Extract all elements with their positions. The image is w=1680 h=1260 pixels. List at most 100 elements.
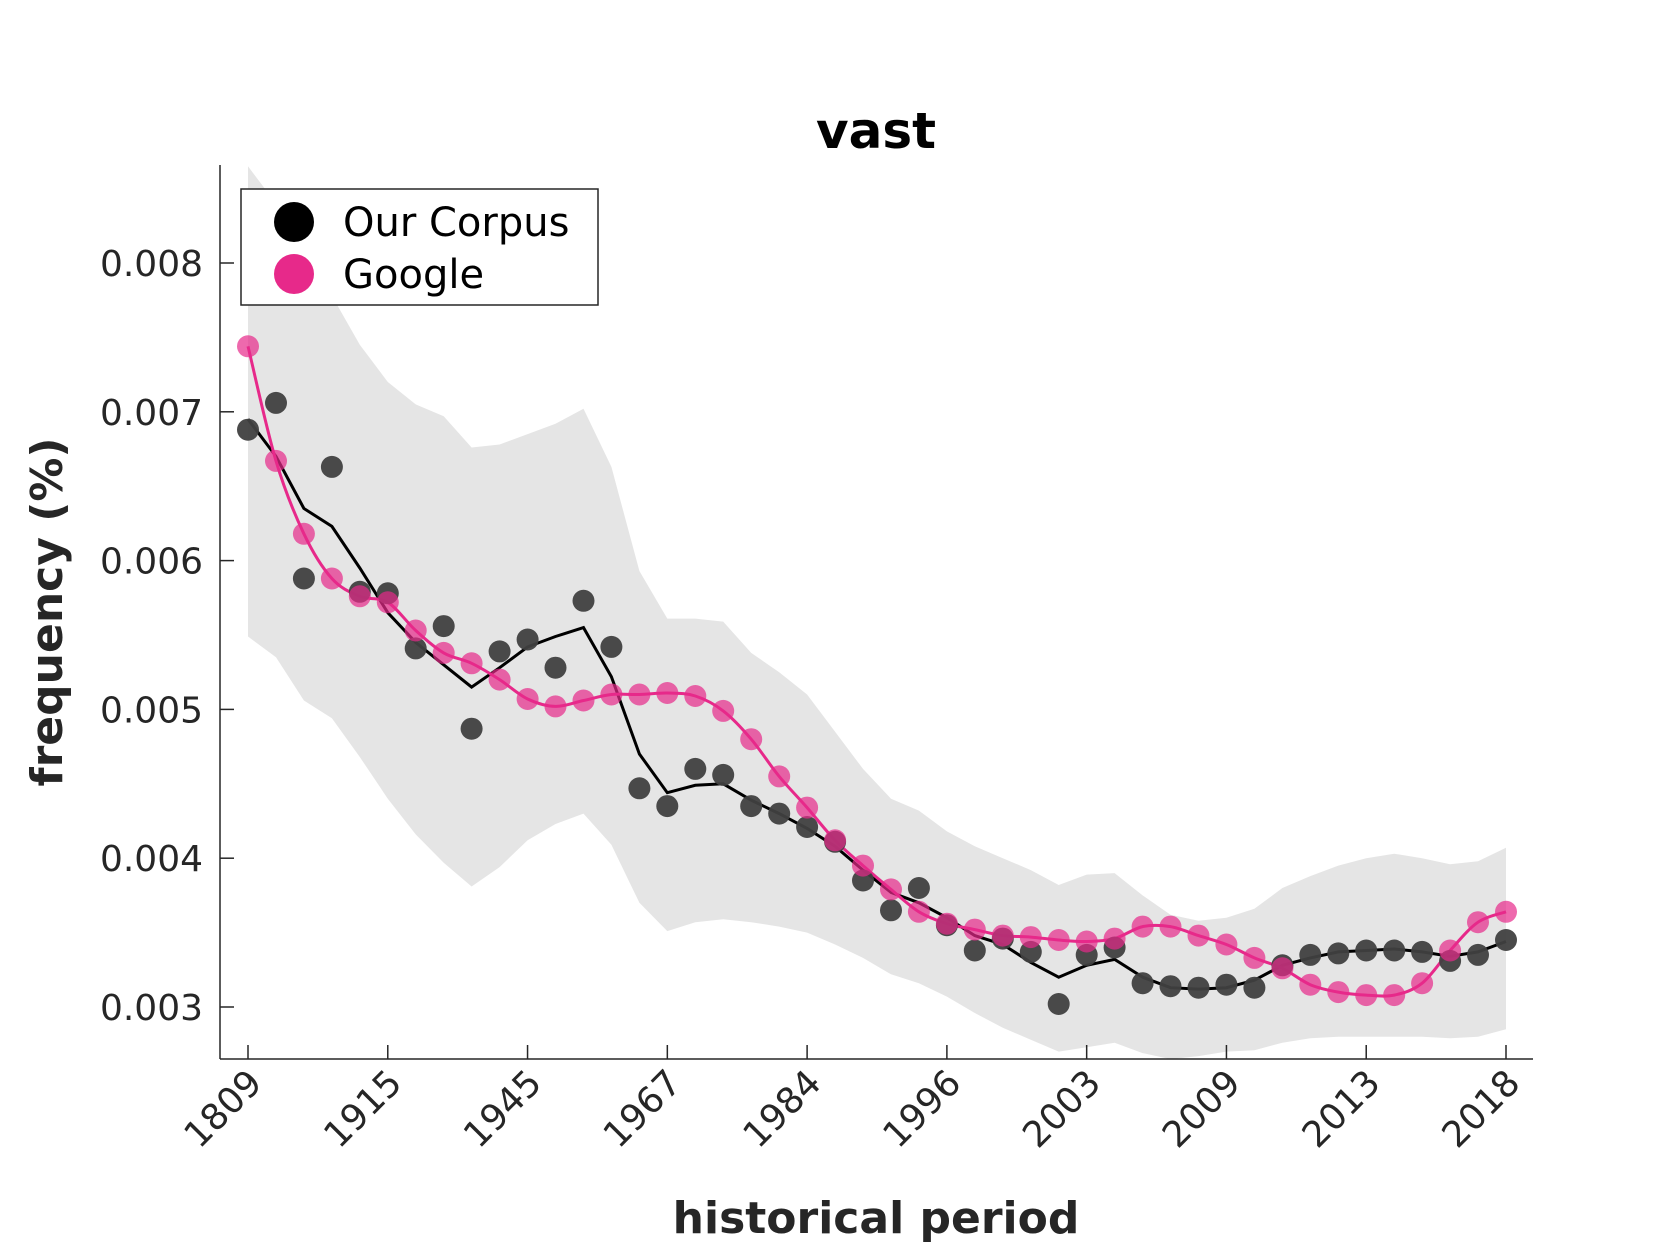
data-point-google [600, 683, 623, 706]
y-tick-label: 0.007 [100, 393, 203, 434]
data-point-google [1495, 900, 1517, 923]
data-point-google [1159, 915, 1182, 938]
data-point-google [684, 685, 707, 707]
y-tick-label: 0.003 [100, 988, 203, 1029]
data-point-our-corpus [1047, 993, 1070, 1015]
legend-label-our-corpus: Our Corpus [343, 200, 569, 246]
y-tick-label: 0.006 [100, 542, 203, 583]
data-point-our-corpus [907, 877, 930, 899]
data-point-our-corpus [684, 757, 707, 780]
data-point-our-corpus [1327, 942, 1350, 965]
legend-label-google: Google [343, 252, 484, 298]
data-point-google [1243, 946, 1266, 969]
data-point-our-corpus [768, 802, 791, 825]
y-axis-label: frequency (%) [22, 437, 73, 786]
data-point-google [768, 765, 791, 788]
data-point-our-corpus [1411, 940, 1434, 963]
data-point-google [796, 796, 819, 819]
data-point-our-corpus [796, 816, 819, 838]
data-point-google [907, 900, 930, 923]
legend: Our Corpus Google [240, 188, 599, 306]
plot-area [237, 166, 1517, 1060]
data-point-google [1187, 924, 1210, 947]
data-point-google [712, 699, 735, 722]
data-point-our-corpus [1467, 943, 1489, 966]
data-point-our-corpus [1159, 975, 1182, 998]
data-point-google [1019, 926, 1042, 949]
data-point-google [488, 668, 511, 691]
data-point-google [656, 682, 679, 704]
data-point-google [1467, 911, 1489, 934]
data-point-google [991, 924, 1014, 947]
data-point-our-corpus [544, 656, 567, 679]
y-tick-label: 0.008 [100, 244, 203, 285]
data-point-google [1355, 984, 1378, 1007]
legend-marker-google [274, 254, 314, 294]
data-point-google [1131, 915, 1154, 938]
data-point-our-corpus [1243, 976, 1266, 999]
data-point-google [935, 912, 958, 935]
y-tick-label: 0.005 [100, 690, 203, 731]
data-point-google [824, 829, 847, 852]
data-point-google [628, 683, 651, 706]
data-point-google [432, 641, 455, 664]
data-point-google [460, 652, 483, 675]
data-point-our-corpus [404, 637, 427, 660]
data-point-our-corpus [600, 635, 623, 658]
data-point-google [237, 335, 259, 358]
data-point-our-corpus [237, 418, 259, 441]
data-points-layer [237, 335, 1517, 1015]
data-point-our-corpus [488, 640, 511, 663]
data-point-google [292, 522, 315, 545]
trend-line-our-corpus [246, 418, 1507, 991]
data-point-google [320, 567, 343, 590]
chart-title: vast [816, 102, 936, 160]
data-point-our-corpus [572, 589, 595, 612]
data-point-google [1299, 973, 1322, 996]
data-point-our-corpus [516, 628, 539, 651]
legend-marker-our-corpus [274, 202, 314, 242]
data-point-our-corpus [292, 567, 315, 590]
data-point-our-corpus [460, 717, 483, 740]
data-point-our-corpus [712, 763, 735, 786]
y-tick-label: 0.004 [100, 839, 203, 880]
data-point-google [348, 585, 371, 608]
data-point-our-corpus [1215, 973, 1238, 996]
data-point-our-corpus [320, 455, 343, 478]
data-point-google [404, 619, 427, 642]
data-point-our-corpus [1495, 929, 1517, 951]
data-point-google [1215, 933, 1238, 956]
data-point-our-corpus [265, 391, 287, 414]
data-point-google [572, 689, 595, 712]
data-point-our-corpus [1299, 943, 1322, 966]
data-point-google [516, 688, 539, 710]
data-point-google [1103, 927, 1126, 950]
data-point-google [1075, 930, 1098, 953]
data-point-our-corpus [1131, 972, 1154, 995]
data-point-our-corpus [740, 795, 763, 818]
data-point-google [1271, 957, 1294, 980]
data-point-our-corpus [1355, 939, 1378, 962]
data-point-google [265, 449, 287, 472]
data-point-google [740, 728, 763, 751]
data-point-our-corpus [1187, 976, 1210, 999]
data-point-google [1327, 981, 1350, 1004]
x-axis-label: historical period [673, 1193, 1080, 1244]
data-point-our-corpus [628, 777, 651, 800]
data-point-google [544, 695, 567, 718]
data-point-google [376, 591, 399, 614]
data-point-our-corpus [432, 615, 455, 638]
data-point-google [1411, 972, 1434, 995]
data-point-google [852, 854, 874, 877]
data-point-our-corpus [963, 939, 986, 962]
data-point-google [963, 918, 986, 941]
data-point-our-corpus [656, 795, 679, 818]
data-point-google [1439, 939, 1462, 962]
data-point-google [1047, 929, 1070, 951]
data-point-our-corpus [1383, 939, 1406, 962]
y-ticks: 0.003 0.004 0.005 0.006 0.007 0.008 [100, 244, 234, 1029]
data-point-our-corpus [880, 899, 902, 922]
data-point-google [880, 878, 902, 901]
data-point-google [1383, 984, 1406, 1007]
